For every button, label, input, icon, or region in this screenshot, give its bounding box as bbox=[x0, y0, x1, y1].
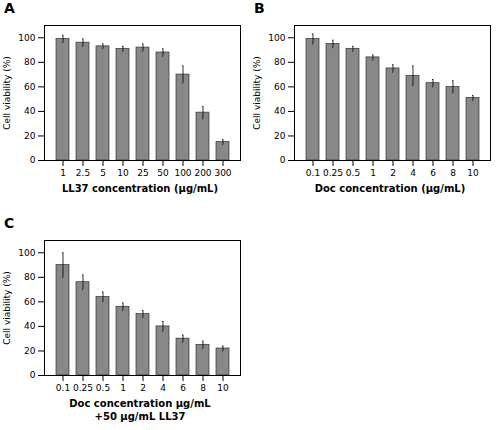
svg-text:0.1: 0.1 bbox=[56, 383, 70, 393]
svg-text:80: 80 bbox=[274, 57, 286, 67]
svg-text:10: 10 bbox=[117, 168, 129, 178]
svg-text:200: 200 bbox=[194, 168, 211, 178]
svg-text:60: 60 bbox=[24, 82, 36, 92]
svg-text:0.5: 0.5 bbox=[96, 383, 110, 393]
svg-text:2: 2 bbox=[390, 168, 396, 178]
svg-text:2: 2 bbox=[140, 383, 146, 393]
svg-text:20: 20 bbox=[24, 346, 36, 356]
html-text:Doc concentration μg/mL +50 μg: Doc concentration μg/mL +50 μg/mL LL37 bbox=[69, 398, 211, 422]
svg-text:1: 1 bbox=[60, 168, 66, 178]
svg-text:0: 0 bbox=[280, 155, 286, 165]
svg-text:6: 6 bbox=[430, 168, 436, 178]
svg-text:10: 10 bbox=[217, 383, 229, 393]
svg-text:20: 20 bbox=[24, 131, 36, 141]
svg-text:4: 4 bbox=[410, 168, 416, 178]
svg-text:20: 20 bbox=[274, 131, 286, 141]
svg-text:8: 8 bbox=[200, 383, 206, 393]
svg-text:Cell viability (%): Cell viability (%) bbox=[252, 56, 262, 130]
svg-text:Cell viability (%): Cell viability (%) bbox=[2, 271, 12, 345]
svg-text:0.25: 0.25 bbox=[323, 168, 343, 178]
html-text:B: B bbox=[254, 0, 265, 16]
html-text:A: A bbox=[4, 0, 15, 16]
svg-text:300: 300 bbox=[214, 168, 231, 178]
html-text:C: C bbox=[4, 215, 15, 231]
svg-text:0.25: 0.25 bbox=[73, 383, 93, 393]
svg-text:4: 4 bbox=[160, 383, 166, 393]
svg-text:100: 100 bbox=[18, 33, 35, 43]
svg-text:1: 1 bbox=[120, 383, 126, 393]
svg-text:60: 60 bbox=[24, 297, 36, 307]
svg-text:2.5: 2.5 bbox=[76, 168, 90, 178]
svg-text:1: 1 bbox=[370, 168, 376, 178]
svg-text:100: 100 bbox=[18, 248, 35, 258]
svg-text:80: 80 bbox=[24, 272, 36, 282]
svg-text:6: 6 bbox=[180, 383, 186, 393]
svg-text:100: 100 bbox=[268, 33, 285, 43]
svg-text:25: 25 bbox=[137, 168, 148, 178]
svg-text:0: 0 bbox=[30, 370, 36, 380]
svg-text:50: 50 bbox=[157, 168, 169, 178]
svg-text:5: 5 bbox=[100, 168, 106, 178]
svg-text:Cell viability (%): Cell viability (%) bbox=[2, 56, 12, 130]
svg-text:80: 80 bbox=[24, 57, 36, 67]
svg-text:10: 10 bbox=[467, 168, 479, 178]
html-text:Doc concentration (μg/mL): Doc concentration (μg/mL) bbox=[314, 183, 466, 194]
svg-text:60: 60 bbox=[274, 82, 286, 92]
svg-text:0.5: 0.5 bbox=[346, 168, 360, 178]
svg-text:0: 0 bbox=[30, 155, 36, 165]
svg-text:40: 40 bbox=[24, 321, 36, 331]
svg-text:40: 40 bbox=[274, 106, 286, 116]
svg-text:0.1: 0.1 bbox=[306, 168, 320, 178]
svg-text:100: 100 bbox=[174, 168, 191, 178]
html-text:LL37 concentration (μg/mL): LL37 concentration (μg/mL) bbox=[61, 183, 219, 194]
svg-text:8: 8 bbox=[450, 168, 456, 178]
svg-text:40: 40 bbox=[24, 106, 36, 116]
